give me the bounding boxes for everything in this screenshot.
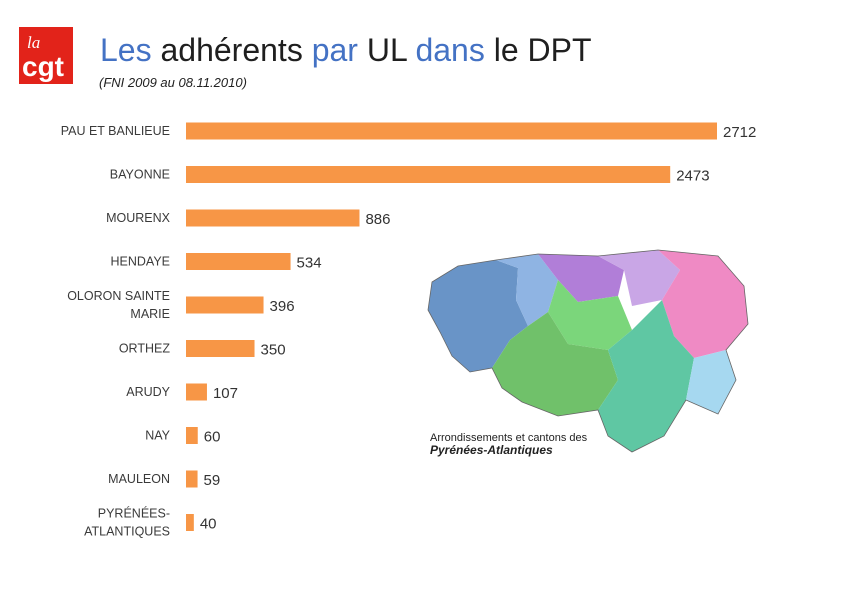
pyrenees-atlantiques-map — [418, 240, 758, 458]
category-label: ATLANTIQUES — [84, 525, 170, 539]
data-label: 2712 — [723, 124, 756, 141]
map-region-pau — [658, 250, 748, 358]
bar — [186, 383, 207, 401]
title-word: DPT — [527, 32, 592, 68]
data-label: 396 — [270, 298, 295, 315]
category-label: MOURENX — [106, 211, 171, 225]
data-label: 534 — [297, 255, 322, 272]
category-label: MAULEON — [108, 472, 170, 486]
map-region-center — [548, 280, 632, 350]
category-label: BAYONNE — [110, 168, 170, 182]
title-word: par — [311, 32, 358, 68]
bar — [186, 340, 255, 357]
map-region-oloron — [492, 312, 618, 416]
category-label: PAU ET BANLIEUE — [61, 124, 170, 138]
bar — [186, 122, 717, 140]
data-label: 60 — [204, 429, 221, 446]
category-label: ORTHEZ — [119, 342, 171, 356]
bar — [186, 296, 264, 314]
cgt-logo: la cgt — [19, 27, 73, 84]
title-word: adhérents — [160, 32, 303, 68]
map-region-orthez — [598, 250, 680, 306]
bar — [186, 209, 360, 227]
data-label: 886 — [365, 211, 390, 228]
data-label: 59 — [204, 472, 221, 489]
category-label: HENDAYE — [110, 255, 170, 269]
page-subtitle: (FNI 2009 au 08.11.2010) — [99, 75, 247, 90]
map-outline — [427, 249, 749, 453]
data-label: 2473 — [676, 168, 709, 185]
category-label: OLORON SAINTE — [67, 289, 170, 303]
map-region-aspe — [598, 300, 694, 452]
map-region-bayonne — [496, 254, 558, 326]
logo-top-text: la — [27, 33, 40, 52]
title-word: Les — [100, 32, 152, 68]
data-label: 350 — [261, 342, 286, 359]
data-label: 40 — [200, 516, 217, 533]
data-label: 107 — [213, 385, 238, 402]
title-word: UL — [366, 32, 407, 68]
title-word: le — [493, 32, 519, 68]
category-label: PYRÉNÉES- — [98, 506, 170, 521]
map-region-east — [686, 350, 736, 414]
bar — [186, 166, 671, 183]
logo-main-text: cgt — [22, 51, 64, 82]
category-label: ARUDY — [126, 385, 170, 399]
bar — [186, 427, 198, 444]
map-region-west — [428, 260, 528, 372]
category-label: NAY — [145, 429, 170, 443]
bar-chart: 2712 PAU ET BANLIEUE 2473 BAYONNE 886 MOURENX… — [61, 122, 756, 539]
bar — [186, 253, 291, 270]
map-region-north — [538, 254, 624, 302]
bar — [186, 470, 198, 488]
map-caption-line: Arrondissements et cantons des — [430, 432, 588, 444]
page-title: Les adhérents par UL dans le DPT — [100, 30, 592, 70]
map-caption-title: Pyrénées-Atlantiques — [430, 443, 553, 457]
bar — [186, 514, 194, 531]
category-label: MARIE — [130, 307, 170, 321]
title-word: dans — [415, 32, 485, 68]
map-caption: Arrondissements et cantons des Pyrénées-… — [430, 432, 587, 456]
